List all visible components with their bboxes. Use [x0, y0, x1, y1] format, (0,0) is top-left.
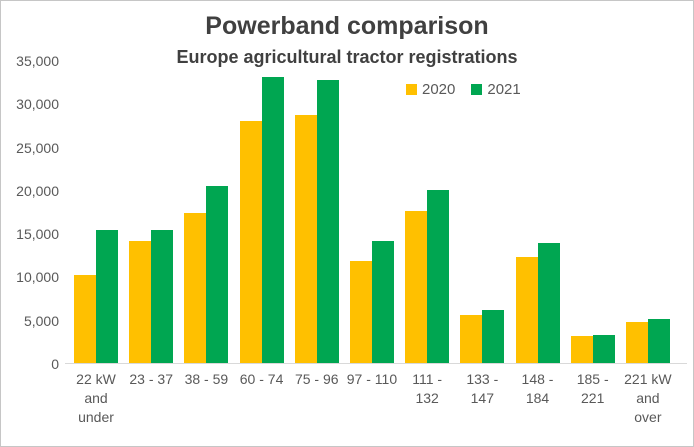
x-axis-label: 111 -132: [412, 371, 443, 406]
bar-2020: [74, 275, 96, 363]
bar-2021: [96, 230, 118, 363]
y-tick-label: 35,000: [16, 53, 59, 69]
x-axis-label: 148 -184: [521, 371, 554, 406]
plot-area: 22 kW and under 23 - 37 38 - 59 60 - 74 75 - 9…: [65, 61, 687, 425]
y-tick-label: 30,000: [16, 96, 59, 113]
bar-group: 185 -221: [570, 61, 615, 406]
bar-group: 38 - 59: [184, 61, 229, 387]
y-tick-label: 15,000: [16, 226, 59, 243]
x-axis-label: 185 -221: [576, 371, 609, 406]
bar-2020: [349, 261, 372, 363]
x-axis-label: 38 - 59: [184, 371, 229, 387]
bar-group: 22 kW and under: [74, 61, 118, 425]
y-tick-label: 10,000: [16, 269, 59, 286]
bar-group: 133 -147: [460, 61, 505, 406]
bar-2020: [129, 241, 152, 363]
bar-2020: [294, 114, 317, 363]
bar-group: 60 - 74: [239, 61, 284, 387]
bar-2020: [184, 212, 207, 363]
bar-group: 148 -184: [515, 61, 560, 406]
y-tick-label: 20,000: [16, 182, 59, 199]
legend-color-swatch: [471, 84, 483, 95]
x-axis-label: 221 kW and over: [624, 371, 672, 425]
legend-item-2021: 2021: [471, 81, 521, 98]
bar-2021: [427, 190, 450, 363]
x-axis-label: 22 kW and under: [76, 371, 116, 425]
legend-label: 2020: [422, 81, 456, 98]
bar-group: 111 -132: [405, 61, 450, 406]
bar-2021: [261, 77, 284, 363]
bar-2021: [592, 334, 615, 363]
bar-group: 23 - 37: [129, 61, 174, 387]
x-axis-label: 23 - 37: [129, 371, 173, 387]
legend-item-2020: 2020: [406, 81, 455, 98]
y-tick-label: 5,000: [23, 312, 59, 329]
bar-2020: [570, 336, 593, 363]
y-tick-label: 25,000: [16, 139, 59, 156]
bar-2021: [537, 243, 560, 363]
bar-2021: [647, 319, 670, 363]
bar-2021: [371, 241, 394, 363]
x-axis-label: 60 - 74: [239, 371, 284, 387]
bar-2020: [460, 314, 483, 363]
bar-2021: [151, 230, 174, 363]
bar-group: 97 - 110: [347, 61, 397, 387]
bar-2021: [316, 79, 339, 363]
bar-2020: [625, 321, 648, 363]
bar-2020: [405, 211, 428, 363]
bar-group: 221 kW and over: [624, 61, 672, 425]
x-axis-label: 133 -147: [466, 371, 499, 406]
bar-2020: [239, 120, 262, 363]
chart-subtitle: Europe agricultural tractor registration…: [176, 47, 518, 67]
chart-title: Powerband comparison: [205, 12, 489, 40]
legend-color-swatch: [406, 84, 417, 95]
bar-2021: [482, 310, 505, 363]
y-axis: 35,000 30,000 25,000 20,000 15,000 10,000 5,00…: [1, 53, 59, 372]
x-axis-label: 75 - 96: [294, 371, 339, 387]
bar-2021: [206, 186, 229, 363]
legend: 2020 2021: [406, 81, 521, 98]
bar-2020: [515, 256, 538, 363]
x-axis-label: 97 - 110: [346, 371, 398, 387]
legend-label: 2021: [487, 81, 521, 98]
y-tick-label: 0: [51, 356, 59, 372]
bar-group: 75 - 96: [294, 61, 339, 387]
